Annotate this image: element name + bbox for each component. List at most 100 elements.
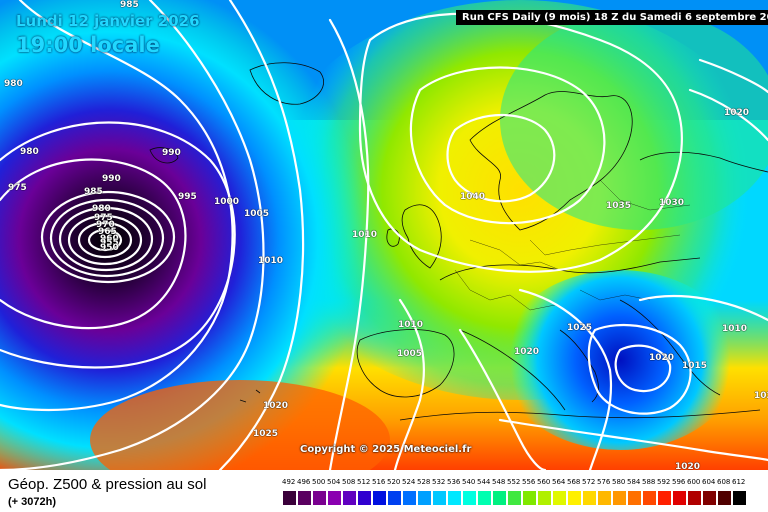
forecast-time: 19:00 locale: [16, 33, 160, 57]
isobar-label: 1005: [397, 349, 423, 359]
scale-tick-label: 504: [327, 478, 341, 486]
scale-swatch: [733, 491, 746, 505]
scale-swatch: [463, 491, 476, 505]
scale-swatch: [298, 491, 311, 505]
isobar-label: 960: [100, 234, 119, 244]
isobar-label: 990: [162, 148, 181, 158]
isobar-label: 1020: [724, 108, 750, 118]
scale-swatch: [643, 491, 656, 505]
isobar-label: 1020: [675, 462, 701, 470]
scale-swatch: [283, 491, 296, 505]
scale-tick-label: 536: [447, 478, 461, 486]
isobar-label: 1010: [258, 256, 284, 266]
scale-tick-label: 540: [462, 478, 476, 486]
isobar-label: 950: [100, 243, 119, 253]
scale-swatch: [343, 491, 356, 505]
scale-swatch: [688, 491, 701, 505]
isobar-label: 1020: [649, 353, 675, 363]
isobar-label: 1010: [722, 324, 748, 334]
scale-swatch: [433, 491, 446, 505]
scale-tick-label: 576: [597, 478, 611, 486]
coastlines: [149, 62, 768, 421]
weather-map: Lundi 12 janvier 2026 19:00 locale Run C…: [0, 0, 768, 470]
scale-swatch: [523, 491, 536, 505]
scale-tick-label: 580: [612, 478, 626, 486]
scale-tick-label: 524: [402, 478, 416, 486]
scale-swatch: [403, 491, 416, 505]
scale-tick-label: 564: [552, 478, 566, 486]
scale-swatch: [493, 491, 506, 505]
scale-tick-label: 548: [492, 478, 506, 486]
atlantic-low-zone: [0, 0, 390, 470]
isobar-lines: [0, 0, 768, 470]
isobar-label: 1030: [659, 198, 685, 208]
scale-tick-label: 568: [567, 478, 581, 486]
isobar-label: 1010: [352, 230, 378, 240]
mediterranean-trough: [500, 270, 740, 450]
isobar-label: 985: [120, 0, 139, 10]
scale-swatch: [478, 491, 491, 505]
isobar-label: 995: [178, 192, 197, 202]
scale-tick-label: 512: [357, 478, 371, 486]
color-scale: 492 496 500 504 508 512 516 520 524 528 532 536 540 5…: [282, 478, 750, 508]
footer: Géop. Z500 & pression au sol (+ 3072h) 4…: [0, 470, 768, 512]
scale-swatch: [568, 491, 581, 505]
scale-swatch: [508, 491, 521, 505]
isobar-label: 1020: [263, 401, 289, 411]
copyright: Copyright © 2025 Meteociel.fr: [300, 444, 472, 455]
isobar-label: 980: [92, 204, 111, 214]
forecast-hour: (+ 3072h): [8, 496, 56, 508]
azores-warm-zone: [90, 380, 390, 470]
scale-swatch: [328, 491, 341, 505]
scale-swatch: [553, 491, 566, 505]
scandinavian-zone: [500, 10, 768, 230]
isobar-label: 965: [98, 227, 117, 237]
isobar-label: 1025: [253, 429, 279, 439]
scale-tick-label: 572: [582, 478, 596, 486]
scale-tick-label: 600: [687, 478, 701, 486]
scale-swatch: [583, 491, 596, 505]
scale-tick-label: 584: [627, 478, 641, 486]
scale-swatch: [388, 491, 401, 505]
scale-swatch: [628, 491, 641, 505]
scale-swatch: [673, 491, 686, 505]
isobar-label: 955: [100, 238, 119, 248]
scale-tick-label: 588: [642, 478, 656, 486]
forecast-date: Lundi 12 janvier 2026: [16, 12, 200, 30]
scale-tick-label: 552: [507, 478, 521, 486]
isobar-label: 1000: [214, 197, 240, 207]
borders: [454, 179, 691, 311]
isobar-label: 1015: [682, 361, 708, 371]
isobar-label: 975: [94, 213, 113, 223]
isobar-label: 975: [8, 183, 27, 193]
scale-tick-label: 516: [372, 478, 386, 486]
parameter-title: Géop. Z500 & pression au sol: [8, 476, 207, 493]
scale-tick-label: 612: [732, 478, 746, 486]
scale-tick-label: 500: [312, 478, 326, 486]
scale-swatch: [658, 491, 671, 505]
isobar-label: 980: [4, 79, 23, 89]
isobar-label: 1035: [606, 201, 632, 211]
scale-swatch: [598, 491, 611, 505]
isobar-label: 1025: [567, 323, 593, 333]
scale-swatch: [718, 491, 731, 505]
scale-tick-label: 560: [537, 478, 551, 486]
scale-swatch: [313, 491, 326, 505]
isobar-label: 1010: [398, 320, 424, 330]
isobar-label: 990: [102, 174, 121, 184]
isobar-label: 980: [20, 147, 39, 157]
isobar-label: 970: [96, 220, 115, 230]
scale-tick-label: 608: [717, 478, 731, 486]
scale-tick-label: 528: [417, 478, 431, 486]
scale-swatch: [613, 491, 626, 505]
scale-swatch: [418, 491, 431, 505]
scale-tick-label: 596: [672, 478, 686, 486]
scale-swatch: [538, 491, 551, 505]
scale-tick-label: 492: [282, 478, 296, 486]
isobar-label: 1020: [514, 347, 540, 357]
isobar-label: 1040: [460, 192, 486, 202]
scale-tick-label: 508: [342, 478, 356, 486]
scale-swatch: [448, 491, 461, 505]
scale-tick-label: 496: [297, 478, 311, 486]
isobar-label: 985: [84, 187, 103, 197]
